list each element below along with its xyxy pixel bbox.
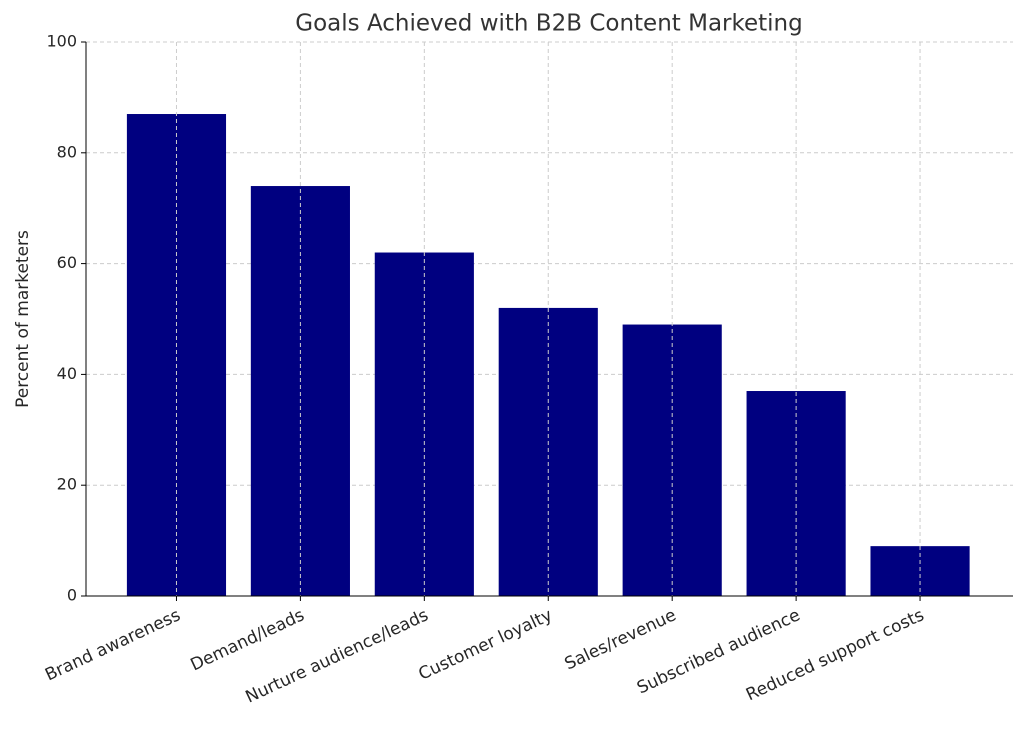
y-tick-label: 40 <box>57 364 77 383</box>
bar <box>126 114 227 597</box>
y-tick-label: 0 <box>67 586 77 605</box>
y-tick-label: 20 <box>57 475 77 494</box>
y-tick-label: 60 <box>57 253 77 272</box>
x-tick-label: Customer loyalty <box>416 605 556 684</box>
y-tick-label: 80 <box>57 142 77 161</box>
y-axis-label: Percent of marketers <box>13 230 33 408</box>
y-tick-label: 100 <box>46 32 77 51</box>
x-tick-label: Sales/revenue <box>562 605 680 674</box>
chart-title: Goals Achieved with B2B Content Marketin… <box>295 11 802 37</box>
x-tick-label: Demand/leads <box>188 605 308 675</box>
x-tick-label: Brand awareness <box>42 605 184 685</box>
bar <box>622 324 722 596</box>
